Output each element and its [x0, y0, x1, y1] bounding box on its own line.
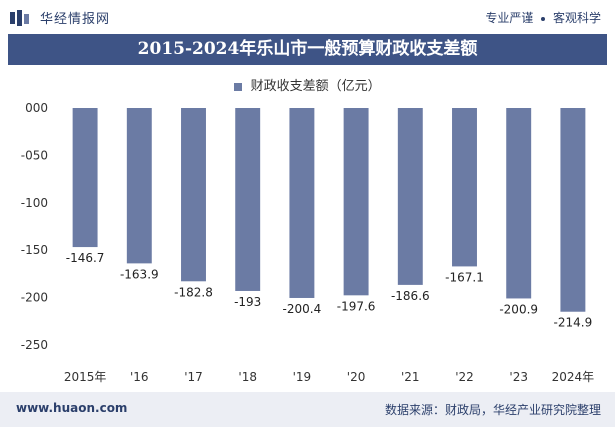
- brand-name: 华经情报网: [40, 12, 111, 27]
- x-tick-label: '18: [238, 370, 257, 384]
- data-label: -186.6: [391, 289, 430, 303]
- footer-website[interactable]: www.huaon.com: [16, 401, 128, 415]
- data-label: -197.6: [337, 299, 376, 313]
- bar: [506, 108, 532, 299]
- data-label: -146.7: [66, 251, 105, 265]
- legend-swatch: [234, 82, 243, 91]
- y-tick-label: -150: [21, 243, 48, 257]
- bar: [343, 108, 369, 296]
- data-label: -200.4: [283, 302, 322, 316]
- tagline-left: 专业严谨: [485, 11, 534, 25]
- x-tick-label: '23: [509, 370, 528, 384]
- x-tick-label: '20: [347, 370, 366, 384]
- footer-source: 数据来源：财政局，华经产业研究院整理: [384, 403, 601, 417]
- bar: [560, 108, 586, 312]
- y-tick-label: 000: [25, 101, 48, 115]
- brand: 华经情报网: [10, 8, 110, 27]
- y-tick-label: -250: [21, 338, 48, 352]
- x-tick-label: 2015年: [64, 370, 107, 384]
- x-tick-label: '19: [293, 370, 312, 384]
- tagline-right: 客观科学: [552, 11, 601, 25]
- data-label: -163.9: [120, 267, 159, 281]
- legend-label: 财政收支差额（亿元）: [250, 79, 381, 94]
- brand-logo-icon: [10, 9, 29, 26]
- bar: [72, 108, 98, 248]
- bar: [235, 108, 261, 291]
- y-tick-label: -100: [21, 196, 48, 210]
- x-tick-label: '22: [455, 370, 474, 384]
- x-tick-label: 2024年: [552, 370, 595, 384]
- bar: [397, 108, 423, 285]
- data-label: -214.9: [554, 316, 593, 330]
- y-tick-label: -200: [21, 291, 48, 305]
- tagline-dot-icon: [541, 16, 546, 21]
- footer: www.huaon.com 数据来源：财政局，华经产业研究院整理: [0, 392, 615, 427]
- data-label: -182.8: [174, 285, 213, 299]
- x-tick-label: '21: [401, 370, 420, 384]
- x-tick-label: '16: [130, 370, 149, 384]
- bar-chart: 000 -050 -100 -150 -200 -250 -146.7 2015年 -163.9…: [21, 101, 595, 384]
- legend: 财政收支差额（亿元）: [0, 75, 615, 94]
- bar: [126, 108, 152, 264]
- bar: [181, 108, 206, 282]
- data-label: -167.1: [445, 270, 484, 284]
- y-tick-label: -050: [21, 148, 48, 162]
- x-tick-label: '17: [184, 370, 203, 384]
- chart-title: 2015-2024年乐山市一般预算财政收支差额: [8, 34, 607, 65]
- data-label: -193: [234, 295, 261, 309]
- top-bar: 华经情报网 专业严谨 客观科学: [0, 0, 615, 34]
- data-label: -200.9: [499, 302, 538, 316]
- bar: [289, 108, 315, 298]
- bar: [452, 108, 477, 267]
- tagline: 专业严谨 客观科学: [485, 9, 601, 26]
